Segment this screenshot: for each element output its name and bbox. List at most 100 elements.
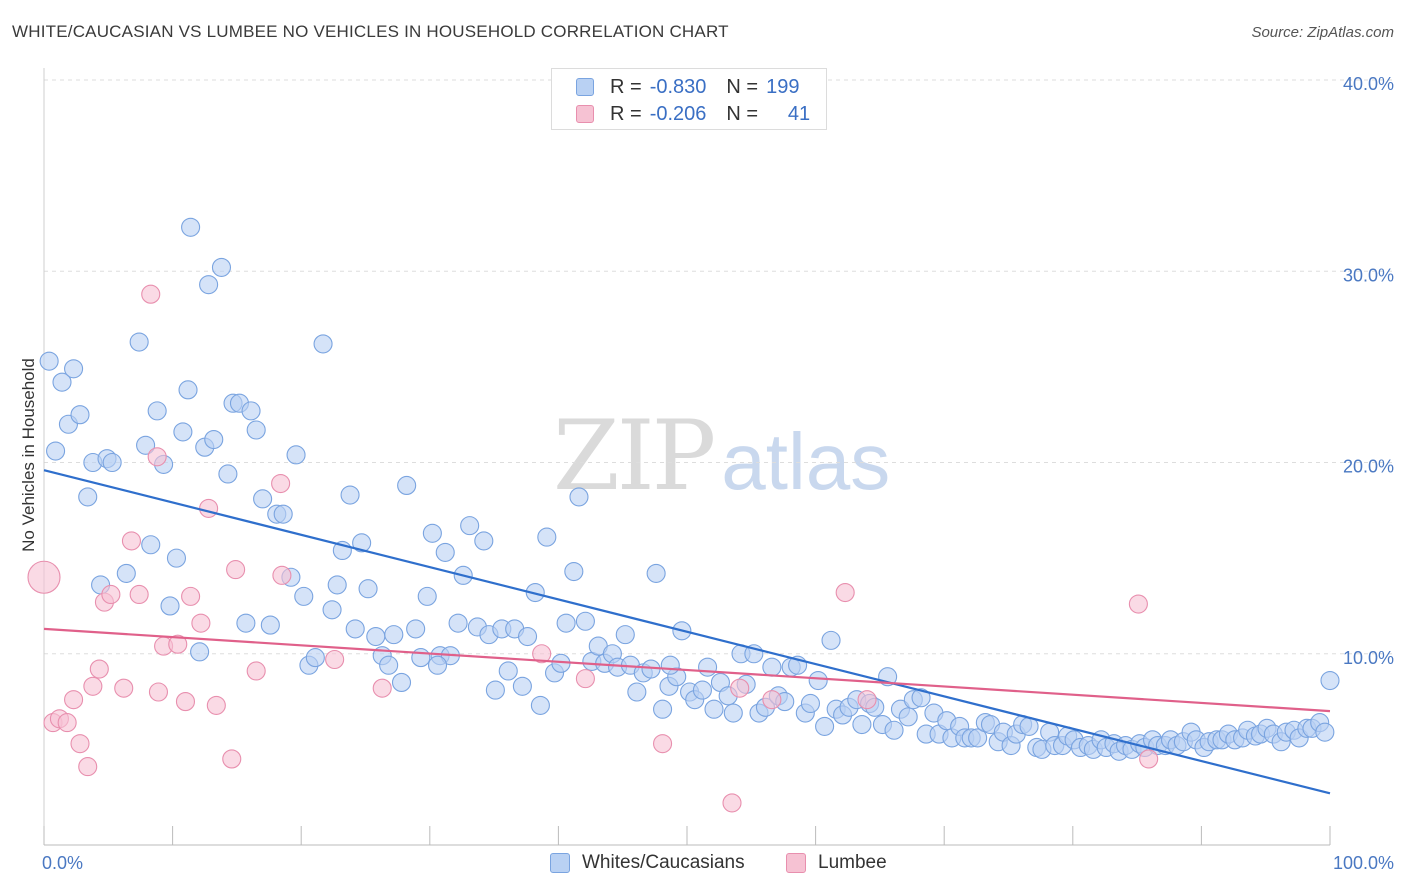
lumbee-point <box>148 682 169 702</box>
lumbee-point <box>101 584 121 605</box>
white-caucasian-point <box>173 422 193 442</box>
white-caucasian-point <box>485 680 505 700</box>
y-tick-label: 20.0% <box>1343 457 1394 477</box>
legend-swatch-lumbee <box>576 105 594 123</box>
white-caucasian-point <box>575 611 595 631</box>
white-caucasian-point <box>660 655 680 675</box>
white-caucasian-point <box>384 625 404 645</box>
white-caucasian-point <box>64 359 84 379</box>
white-caucasian-point <box>136 435 156 455</box>
white-caucasian-point <box>448 613 468 633</box>
white-caucasian-point <box>556 613 576 633</box>
y-tick-label: 10.0% <box>1343 648 1394 668</box>
trend-lines <box>43 469 1331 795</box>
white-caucasian-point <box>160 596 180 616</box>
legend-label-lumbee: Lumbee <box>818 852 887 873</box>
y-tick-label: 30.0% <box>1343 265 1394 285</box>
white-caucasian-point <box>253 489 273 509</box>
legend-swatch-lumbee <box>786 853 806 873</box>
white-caucasian-point <box>190 642 210 662</box>
white-caucasian-point <box>327 575 347 595</box>
white-caucasian-point <box>615 625 635 645</box>
lumbee-point <box>1139 749 1159 769</box>
white-caucasian-point <box>166 548 187 568</box>
white-caucasian-point <box>39 351 59 371</box>
white-caucasian-point <box>564 561 584 582</box>
lumbee-point <box>27 560 61 594</box>
white-caucasian-point <box>411 648 431 668</box>
lumbee-point <box>575 669 595 689</box>
legend-swatch-whites <box>576 78 594 96</box>
legend-label-whites: Whites/Caucasians <box>582 852 745 873</box>
white-caucasian-point <box>884 720 904 740</box>
white-caucasian-point <box>102 452 122 473</box>
white-caucasian-point <box>627 682 647 702</box>
white-caucasian-point <box>474 531 494 551</box>
n-label: N = <box>726 102 759 125</box>
lumbee-point <box>246 661 266 681</box>
white-caucasian-point <box>815 716 835 736</box>
white-caucasian-point <box>78 487 98 507</box>
lumbee-point <box>271 473 291 494</box>
lumbee-point <box>532 644 552 664</box>
stats-legend: R = -0.830 N = 199 R = -0.206 N = 41 <box>551 68 827 130</box>
white-caucasian-point <box>808 670 828 691</box>
white-caucasian-point <box>199 275 219 295</box>
white-caucasian-point <box>260 615 280 635</box>
white-caucasian-point <box>406 619 426 639</box>
lumbee-point <box>181 586 201 606</box>
lumbee-point <box>325 649 345 670</box>
white-caucasian-point <box>294 586 314 606</box>
legend-item-lumbee[interactable]: Lumbee <box>786 852 887 874</box>
white-caucasian-trend-line <box>43 469 1331 795</box>
chart-source: Source: ZipAtlas.com <box>1251 24 1394 41</box>
lumbee-point <box>372 678 392 698</box>
white-caucasian-point <box>46 441 66 461</box>
white-caucasian-point <box>391 672 412 692</box>
legend-item-whites[interactable]: Whites/Caucasians <box>550 852 745 874</box>
white-caucasian-point <box>379 655 399 675</box>
white-caucasian-point <box>698 657 718 677</box>
lumbee-point <box>226 560 246 580</box>
white-caucasian-point <box>241 401 261 421</box>
white-caucasian-point <box>821 630 841 650</box>
white-caucasian-point <box>692 680 712 700</box>
white-caucasian-point <box>204 429 224 450</box>
lumbee-point <box>653 734 673 754</box>
white-caucasian-point <box>427 655 448 675</box>
series-legend: Whites/Caucasians Lumbee <box>0 852 1406 878</box>
white-caucasian-point <box>211 257 232 277</box>
lumbee-point <box>199 498 219 518</box>
white-caucasian-point <box>273 504 293 524</box>
lumbee-point <box>857 690 877 710</box>
x-tick-label: 0.0% <box>42 853 83 873</box>
lumbee-point <box>1128 594 1148 614</box>
lumbee-point <box>83 676 103 696</box>
white-caucasian-point <box>147 401 167 421</box>
n-label: N = <box>726 75 759 98</box>
tick-labels: 10.0% 20.0% 30.0% 40.0% 0.0% 100.0% <box>42 74 1394 873</box>
axes <box>43 68 1331 846</box>
white-caucasian-point <box>129 332 149 352</box>
legend-swatch-whites <box>550 853 570 873</box>
lumbee-point <box>57 713 77 733</box>
white-caucasian-point <box>397 475 417 496</box>
white-caucasian-point <box>178 380 198 400</box>
r-value: -0.830 <box>649 75 707 98</box>
white-caucasian-point <box>704 699 724 719</box>
lumbee-point <box>222 749 242 769</box>
lumbee-point <box>722 793 742 813</box>
lumbee-point <box>121 531 141 551</box>
white-caucasian-point <box>517 626 538 647</box>
white-caucasian-point <box>498 661 518 681</box>
r-label: R = <box>610 75 642 98</box>
white-caucasian-point <box>653 699 673 719</box>
lumbee-point <box>114 678 134 698</box>
white-caucasian-point <box>512 676 532 696</box>
lumbee-point <box>70 734 90 754</box>
white-caucasian-point <box>322 600 342 620</box>
r-value: -0.206 <box>649 102 707 125</box>
white-caucasian-point <box>52 372 72 392</box>
lumbee-point <box>141 284 161 304</box>
white-caucasian-point <box>723 703 743 723</box>
